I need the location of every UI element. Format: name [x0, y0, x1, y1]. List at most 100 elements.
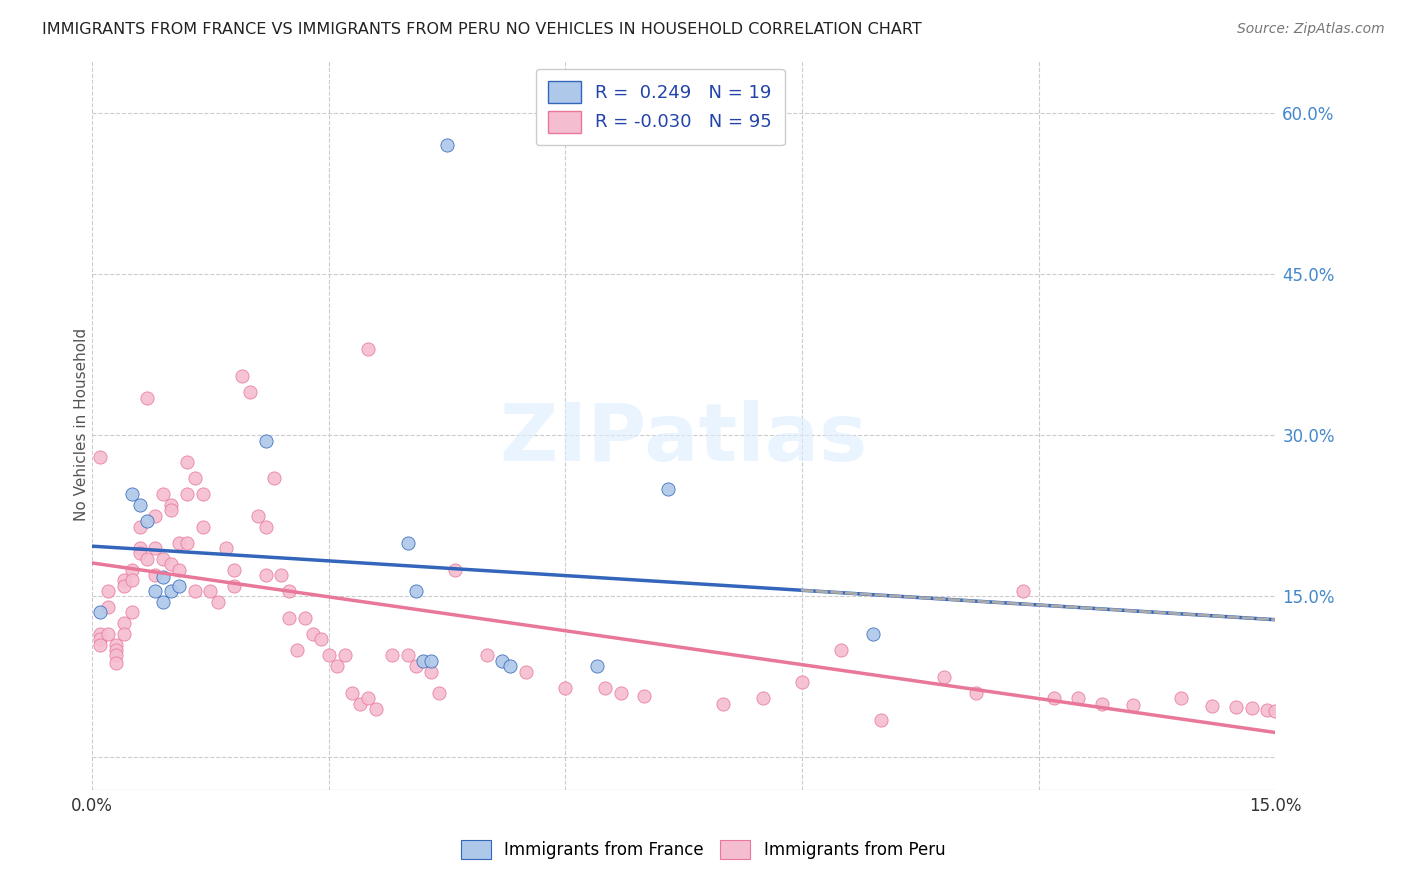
Point: [143, 584, 166, 599]
Point: [231, 369, 253, 384]
Point: [104, 656, 127, 670]
Point: [1201, 698, 1223, 713]
Point: [309, 632, 332, 647]
Point: [160, 503, 183, 517]
Point: [427, 686, 450, 700]
Point: [1240, 701, 1263, 715]
Point: [246, 508, 269, 523]
Point: [420, 665, 443, 679]
Point: [554, 681, 576, 695]
Point: [121, 574, 143, 588]
Point: [657, 482, 679, 496]
Point: [342, 686, 364, 700]
Point: [396, 648, 419, 663]
Point: [160, 584, 183, 599]
Point: [302, 627, 325, 641]
Point: [176, 535, 198, 549]
Point: [1091, 697, 1114, 711]
Point: [366, 702, 388, 716]
Text: ZIPatlas: ZIPatlas: [499, 401, 868, 478]
Point: [294, 611, 316, 625]
Point: [436, 138, 458, 153]
Point: [191, 519, 214, 533]
Point: [128, 541, 150, 555]
Point: [176, 487, 198, 501]
Point: [104, 643, 127, 657]
Point: [89, 450, 111, 464]
Point: [396, 535, 419, 549]
Point: [89, 632, 111, 647]
Point: [1043, 691, 1066, 706]
Point: [89, 638, 111, 652]
Point: [333, 648, 356, 663]
Point: [711, 697, 734, 711]
Point: [790, 675, 813, 690]
Point: [1122, 698, 1144, 712]
Point: [143, 508, 166, 523]
Point: [121, 487, 143, 501]
Legend: Immigrants from France, Immigrants from Peru: Immigrants from France, Immigrants from …: [453, 831, 953, 868]
Point: [143, 541, 166, 555]
Point: [751, 691, 773, 706]
Point: [405, 659, 427, 673]
Point: [405, 584, 427, 599]
Point: [97, 584, 120, 599]
Point: [224, 579, 246, 593]
Point: [254, 519, 277, 533]
Point: [278, 611, 301, 625]
Point: [167, 562, 190, 576]
Point: [593, 681, 616, 695]
Point: [136, 514, 159, 528]
Point: [112, 616, 135, 631]
Point: [89, 627, 111, 641]
Point: [285, 643, 308, 657]
Point: [160, 498, 183, 512]
Point: [609, 686, 631, 700]
Point: [1225, 700, 1247, 714]
Point: [357, 343, 380, 357]
Point: [349, 697, 371, 711]
Point: [1170, 691, 1192, 706]
Point: [278, 584, 301, 599]
Point: [1256, 703, 1278, 717]
Point: [121, 606, 143, 620]
Point: [586, 659, 609, 673]
Point: [183, 471, 205, 485]
Point: [224, 562, 246, 576]
Point: [862, 627, 884, 641]
Point: [128, 546, 150, 560]
Point: [870, 713, 893, 727]
Y-axis label: No Vehicles in Household: No Vehicles in Household: [73, 328, 89, 521]
Point: [515, 665, 537, 679]
Point: [932, 670, 955, 684]
Point: [143, 568, 166, 582]
Point: [1067, 691, 1090, 706]
Point: [475, 648, 498, 663]
Point: [420, 654, 443, 668]
Point: [965, 686, 987, 700]
Point: [89, 606, 111, 620]
Point: [325, 659, 347, 673]
Point: [381, 648, 404, 663]
Point: [128, 498, 150, 512]
Point: [152, 570, 174, 584]
Point: [152, 487, 174, 501]
Point: [97, 600, 120, 615]
Point: [104, 648, 127, 663]
Point: [215, 541, 238, 555]
Text: IMMIGRANTS FROM FRANCE VS IMMIGRANTS FROM PERU NO VEHICLES IN HOUSEHOLD CORRELAT: IMMIGRANTS FROM FRANCE VS IMMIGRANTS FRO…: [42, 22, 922, 37]
Point: [104, 638, 127, 652]
Point: [183, 584, 205, 599]
Point: [239, 385, 262, 400]
Point: [254, 434, 277, 448]
Point: [444, 562, 467, 576]
Point: [160, 557, 183, 571]
Point: [136, 551, 159, 566]
Point: [491, 654, 513, 668]
Point: [167, 579, 190, 593]
Point: [263, 471, 285, 485]
Point: [128, 519, 150, 533]
Point: [633, 690, 655, 704]
Point: [136, 391, 159, 405]
Point: [112, 627, 135, 641]
